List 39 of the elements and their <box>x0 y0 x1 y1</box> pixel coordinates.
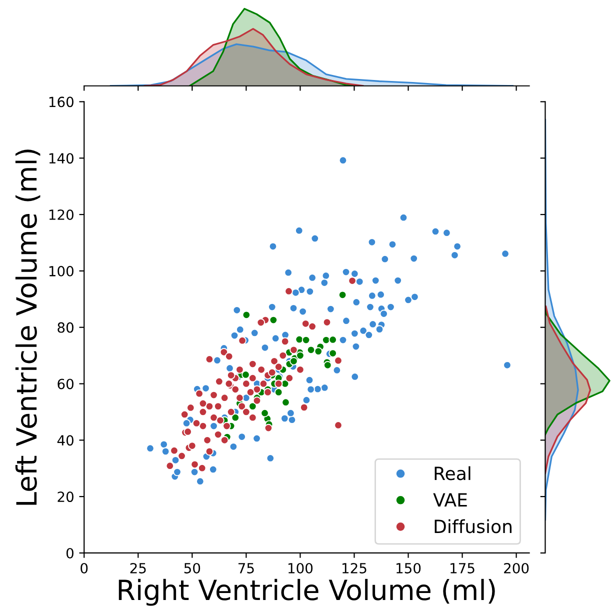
point <box>302 336 310 344</box>
point <box>269 316 278 324</box>
y-tick-label: 0 <box>66 548 74 558</box>
point <box>260 408 269 418</box>
point <box>314 347 323 356</box>
x-tick-label: 175 <box>450 563 474 574</box>
x-tick-label: 150 <box>396 562 421 574</box>
x-axis-title: Right Ventricle Volume (ml) <box>118 578 495 606</box>
y-tick-label: 20 <box>58 492 74 502</box>
point <box>328 349 337 358</box>
point <box>242 310 251 320</box>
point <box>248 402 257 410</box>
y-tick-label: 100 <box>49 266 74 276</box>
y-tick-label: 120 <box>49 209 74 220</box>
point <box>274 388 283 396</box>
point <box>306 346 316 354</box>
point <box>296 351 304 360</box>
y-tick-label: 80 <box>58 322 74 333</box>
legend-label: Diffusion <box>434 519 512 534</box>
y-tick-label: 60 <box>58 378 74 390</box>
point <box>323 360 332 370</box>
point <box>231 413 240 422</box>
point <box>242 370 250 379</box>
x-tick-label: 25 <box>130 562 146 574</box>
point <box>328 336 337 344</box>
x-tick-label: 50 <box>184 562 200 574</box>
y-tick-label: 40 <box>57 435 74 446</box>
point <box>290 357 298 366</box>
point <box>338 290 347 300</box>
x-tick-label: 200 <box>504 562 529 574</box>
x-tick-label: 0 <box>80 562 88 574</box>
x-tick-label: 75 <box>238 563 254 574</box>
y-tick-label: 140 <box>49 153 74 164</box>
x-tick-label: 125 <box>342 562 366 574</box>
legend-label: VAE <box>433 493 467 506</box>
legend-label: Real <box>434 466 470 480</box>
y-axis-title: Left Ventricle Volume (ml) <box>15 150 40 505</box>
x-tick-label: 100 <box>288 562 313 574</box>
y-tick-label: 160 <box>49 96 74 108</box>
